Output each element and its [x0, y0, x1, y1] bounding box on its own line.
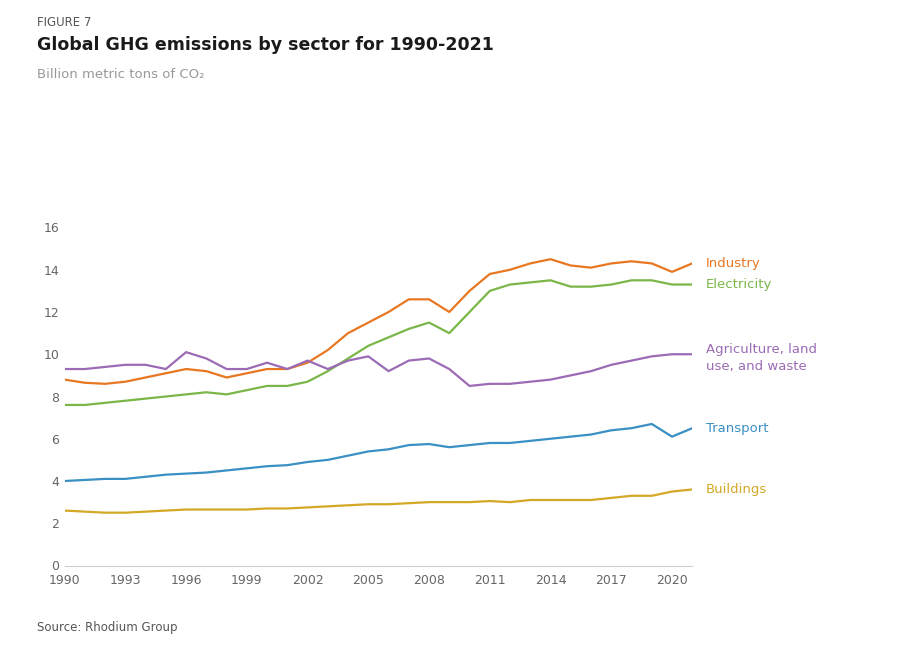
Text: Source: Rhodium Group: Source: Rhodium Group [37, 621, 177, 634]
Text: Billion metric tons of CO₂: Billion metric tons of CO₂ [37, 68, 204, 81]
Text: Agriculture, land
use, and waste: Agriculture, land use, and waste [706, 343, 817, 374]
Text: FIGURE 7: FIGURE 7 [37, 16, 91, 29]
Text: Global GHG emissions by sector for 1990-2021: Global GHG emissions by sector for 1990-… [37, 36, 494, 54]
Text: Industry: Industry [706, 257, 761, 270]
Text: Electricity: Electricity [706, 278, 773, 291]
Text: Transport: Transport [706, 422, 769, 435]
Text: Buildings: Buildings [706, 483, 767, 496]
